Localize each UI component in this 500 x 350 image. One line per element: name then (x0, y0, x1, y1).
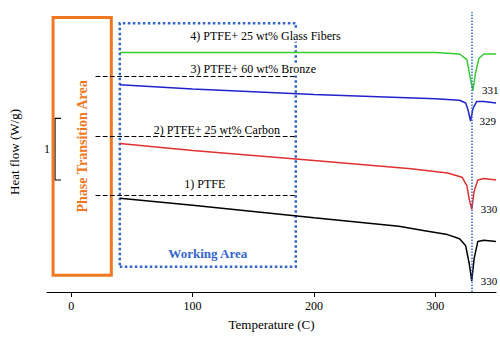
svg-text:0: 0 (68, 299, 74, 313)
svg-text:Heat flow (W/g): Heat flow (W/g) (7, 109, 22, 195)
svg-text:200: 200 (305, 299, 323, 313)
svg-text:1: 1 (44, 142, 50, 156)
svg-text:2) PTFE+ 25 wt% Carbon: 2) PTFE+ 25 wt% Carbon (154, 123, 280, 137)
svg-text:331: 331 (482, 84, 499, 96)
svg-text:Phase Transition Area: Phase Transition Area (75, 80, 90, 212)
svg-text:Working Area: Working Area (168, 246, 247, 261)
svg-text:4) PTFE+ 25 wt% Glass Fibers: 4) PTFE+ 25 wt% Glass Fibers (190, 29, 341, 43)
svg-text:330: 330 (481, 275, 498, 287)
svg-text:1) PTFE: 1) PTFE (184, 177, 225, 191)
svg-text:3) PTFE+ 60 wt% Bronze: 3) PTFE+ 60 wt% Bronze (191, 62, 316, 76)
svg-text:329: 329 (480, 115, 497, 127)
svg-text:300: 300 (426, 299, 444, 313)
svg-text:100: 100 (184, 299, 202, 313)
svg-text:Temperature (C): Temperature (C) (228, 317, 314, 332)
svg-text:330: 330 (481, 203, 498, 215)
